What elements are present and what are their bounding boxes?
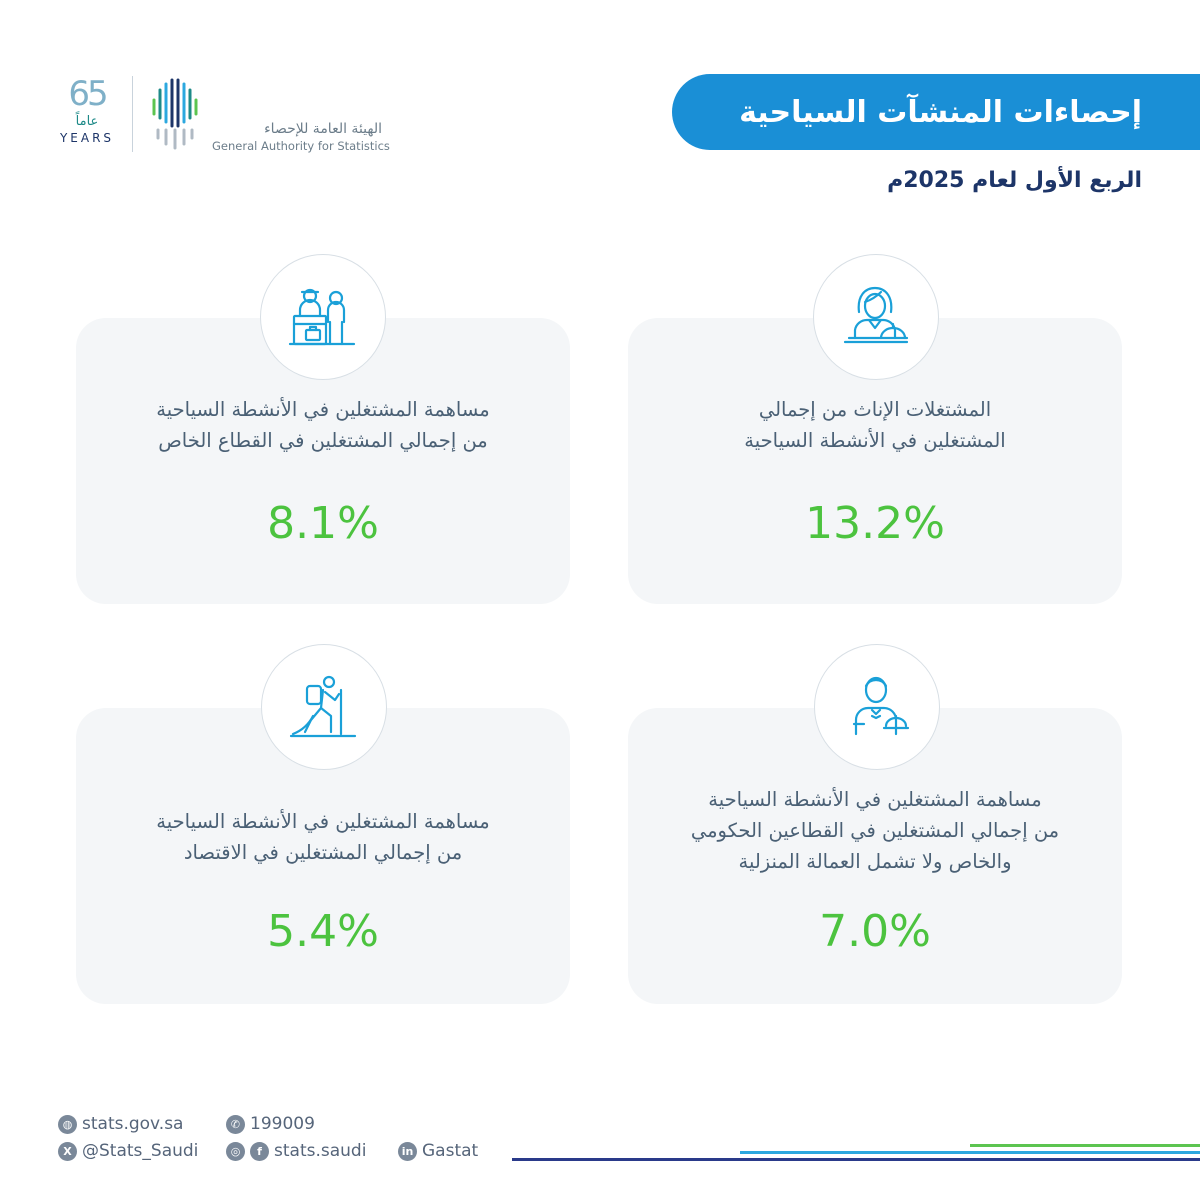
- page-title: إحصاءات المنشآت السياحية: [739, 94, 1142, 130]
- linkedin-text: Gastat: [422, 1141, 479, 1161]
- stat-card-text-line: من إجمالي المشتغلين في الاقتصاد: [183, 841, 463, 864]
- footer-linkedin[interactable]: in Gastat: [398, 1141, 478, 1161]
- years-english-label: YEARS: [59, 131, 115, 145]
- gastat-logo: 65 عاماً YEARS الهيئة العامة للإحصاء Gen…: [56, 74, 390, 154]
- stat-card-text-line: مساهمة المشتغلين في الأنشطة السياحية: [156, 810, 490, 833]
- waiter-icon: [814, 644, 940, 770]
- female-receptionist-icon: [813, 254, 939, 380]
- stat-card-description: مساهمة المشتغلين في الأنشطة السياحية من …: [96, 806, 550, 868]
- logo-divider: [132, 76, 133, 152]
- org-name-arabic: الهيئة العامة للإحصاء: [264, 121, 382, 137]
- decorative-line-green: [970, 1144, 1200, 1147]
- stat-card-text-line: مساهمة المشتغلين في الأنشطة السياحية: [708, 788, 1042, 811]
- footer-social[interactable]: ◎ f stats.saudi: [226, 1141, 366, 1161]
- stat-card-value: 5.4%: [267, 906, 379, 957]
- footer-phone[interactable]: ✆ 199009: [226, 1114, 315, 1134]
- footer-website[interactable]: ◍ stats.gov.sa: [58, 1114, 183, 1134]
- x-handle-text: @Stats_Saudi: [82, 1141, 199, 1161]
- stat-card-private-sector: مساهمة المشتغلين في الأنشطة السياحية من …: [76, 318, 570, 604]
- linkedin-icon: in: [398, 1141, 417, 1161]
- org-name-english: General Authority for Statistics: [212, 139, 390, 153]
- phone-icon: ✆: [226, 1114, 245, 1134]
- decorative-line-navy: [512, 1158, 1200, 1161]
- stat-card-value: 8.1%: [267, 498, 379, 549]
- anniversary-badge: 65 عاماً YEARS: [56, 74, 118, 154]
- stat-card-description: المشتغلات الإناث من إجمالي المشتغلين في …: [648, 394, 1102, 456]
- stat-card-text-line: مساهمة المشتغلين في الأنشطة السياحية: [156, 398, 490, 421]
- stat-card-text-line: من إجمالي المشتغلين في القطاعين الحكومي: [690, 819, 1060, 842]
- years-arabic-label: عاماً: [75, 114, 99, 129]
- stat-card-value: 7.0%: [819, 906, 931, 957]
- stat-card-text-line: والخاص ولا تشمل العمالة المنزلية: [738, 850, 1012, 873]
- stat-card-description: مساهمة المشتغلين في الأنشطة السياحية من …: [96, 394, 550, 456]
- decorative-line-blue: [740, 1151, 1200, 1154]
- facebook-icon: f: [250, 1141, 269, 1161]
- phone-text: 199009: [250, 1114, 315, 1134]
- website-text: stats.gov.sa: [82, 1114, 184, 1134]
- org-name: الهيئة العامة للإحصاء General Authority …: [212, 120, 390, 154]
- stat-card-text-line: من إجمالي المشتغلين في القطاع الخاص: [158, 429, 488, 452]
- footer-x[interactable]: X @Stats_Saudi: [58, 1141, 198, 1161]
- hiker-icon: [261, 644, 387, 770]
- gastat-emblem-icon: [152, 78, 198, 150]
- stat-card-text-line: المشتغلات الإناث من إجمالي: [758, 398, 992, 421]
- x-icon: X: [58, 1141, 77, 1161]
- stat-card-value: 13.2%: [805, 498, 945, 549]
- globe-icon: ◍: [58, 1114, 77, 1134]
- page-subtitle: الربع الأول لعام 2025م: [887, 168, 1142, 193]
- stat-card-description: مساهمة المشتغلين في الأنشطة السياحية من …: [648, 784, 1102, 877]
- stat-card-text-line: المشتغلين في الأنشطة السياحية: [744, 429, 1006, 452]
- hotel-reception-icon: [260, 254, 386, 380]
- title-banner: إحصاءات المنشآت السياحية: [672, 74, 1200, 150]
- years-number: 65: [68, 74, 108, 114]
- social-handle-text: stats.saudi: [274, 1141, 367, 1161]
- instagram-icon: ◎: [226, 1141, 245, 1161]
